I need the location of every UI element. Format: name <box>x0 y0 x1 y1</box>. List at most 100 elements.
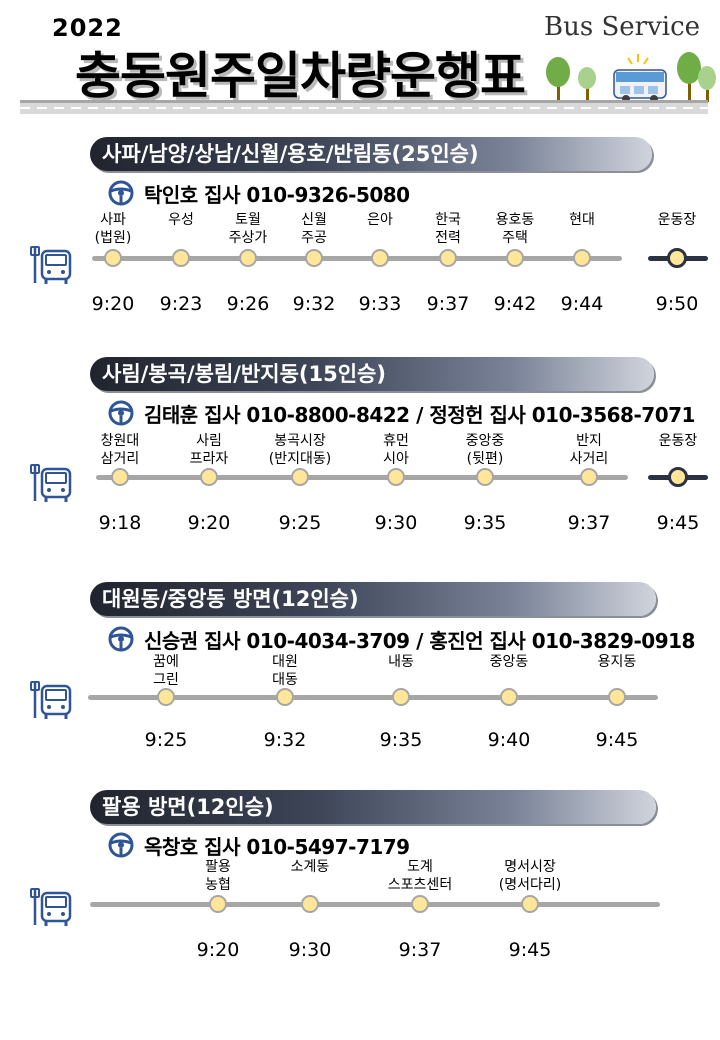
route-line <box>96 475 628 480</box>
stop-dot <box>209 895 227 913</box>
route-banner: 사림/봉곡/봉림/반지동(15인승) <box>90 357 654 391</box>
stop-dot <box>291 468 309 486</box>
stop-time: 9:37 <box>567 512 611 534</box>
stop-dot <box>104 249 122 267</box>
steering-wheel-icon <box>108 400 134 426</box>
stop-time: 9:42 <box>493 293 537 315</box>
stop-dot <box>521 895 539 913</box>
stop-name: 창원대 삼거리 <box>100 433 140 467</box>
page-title: 충동원주일차량운행표 <box>75 47 526 105</box>
stop-name: 현대 <box>569 212 595 228</box>
stop-name: 사파 (법원) <box>94 212 132 246</box>
stop-dot <box>371 249 389 267</box>
stop-dot <box>387 468 405 486</box>
route-banner: 사파/남양/상남/신월/용호/반림동(25인승) <box>90 137 652 171</box>
route-banner-label: 사파/남양/상남/신월/용호/반림동(25인승) <box>102 142 479 166</box>
stop-name: 휴먼 시아 <box>383 433 409 467</box>
stop-time: 9:33 <box>358 293 402 315</box>
driver-info: 옥창호 집사 010-5497-7179 <box>108 831 410 859</box>
bus-stop-icon <box>30 243 74 287</box>
stop-name: 용지동 <box>597 654 637 670</box>
bus-stop-icon <box>30 461 74 505</box>
year-label: 2022 <box>52 14 123 42</box>
stop-name: 명서시장 (명서다리) <box>498 859 562 893</box>
route-banner: 대원동/중앙동 방면(12인승) <box>90 582 656 616</box>
stop-time: 9:37 <box>426 293 470 315</box>
bus-service-label: Bus Service <box>544 12 701 42</box>
stop-dot <box>439 249 457 267</box>
driver-contact: 김태훈 집사 010-8800-8422 / 정정헌 집사 010-3568-7… <box>144 402 695 427</box>
stop-time: 9:26 <box>226 293 270 315</box>
stop-time: 9:25 <box>144 729 188 751</box>
stop-time: 9:45 <box>595 729 639 751</box>
stop-name: 중앙중 (뒷편) <box>465 433 505 467</box>
stop-dot <box>239 249 257 267</box>
stop-name: 신월 주공 <box>301 212 327 246</box>
destination-name: 운동장 <box>658 433 698 449</box>
stop-time: 9:40 <box>487 729 531 751</box>
stop-dot <box>301 895 319 913</box>
stop-dot <box>476 468 494 486</box>
stop-name: 은아 <box>367 212 393 228</box>
stop-time: 9:30 <box>374 512 418 534</box>
stop-dot <box>506 249 524 267</box>
stop-time: 9:32 <box>263 729 307 751</box>
destination-time: 9:45 <box>656 512 700 534</box>
stop-time: 9:45 <box>508 939 552 961</box>
stop-dot <box>392 688 410 706</box>
driver-info: 김태훈 집사 010-8800-8422 / 정정헌 집사 010-3568-7… <box>108 399 695 427</box>
stop-name: 한국 전력 <box>435 212 461 246</box>
tree-icon <box>698 66 716 102</box>
stop-dot <box>111 468 129 486</box>
destination-dot <box>667 248 687 268</box>
route-banner-label: 팔용 방면(12인승) <box>102 795 274 819</box>
route-line <box>90 902 660 907</box>
stop-time: 9:44 <box>560 293 604 315</box>
stop-dot <box>500 688 518 706</box>
destination-time: 9:50 <box>655 293 699 315</box>
stop-time: 9:23 <box>159 293 203 315</box>
route-line <box>88 695 658 700</box>
destination-name: 운동장 <box>657 212 697 228</box>
stop-dot <box>573 249 591 267</box>
tree-icon <box>578 67 596 102</box>
route-banner: 팔용 방면(12인승) <box>90 790 656 824</box>
stop-dot <box>608 688 626 706</box>
tree-icon <box>677 52 701 102</box>
route-banner-label: 사림/봉곡/봉림/반지동(15인승) <box>102 362 386 386</box>
driver-info: 탁인호 집사 010-9326-5080 <box>108 179 410 207</box>
stop-name: 중앙동 <box>489 654 529 670</box>
driver-contact: 옥창호 집사 010-5497-7179 <box>144 834 410 859</box>
steering-wheel-icon <box>108 180 134 206</box>
stop-dot <box>157 688 175 706</box>
stop-name: 도계 스포츠센터 <box>387 859 453 893</box>
stop-name: 우성 <box>168 212 194 228</box>
stop-time: 9:30 <box>288 939 332 961</box>
driver-contact: 신승권 집사 010-4034-3709 / 홍진언 집사 010-3829-0… <box>144 628 695 653</box>
stop-time: 9:18 <box>98 512 142 534</box>
steering-wheel-icon <box>108 832 134 858</box>
bus-stop-icon <box>30 678 74 722</box>
stop-dot <box>305 249 323 267</box>
route-banner-label: 대원동/중앙동 방면(12인승) <box>102 587 359 611</box>
stop-name: 팔용 농협 <box>205 859 231 893</box>
stop-name: 토월 주상가 <box>228 212 268 246</box>
bus-stop-icon <box>30 885 74 929</box>
stop-name: 용호동 주택 <box>495 212 535 246</box>
tree-icon <box>546 57 570 102</box>
stop-name: 내동 <box>388 654 414 670</box>
stop-name: 대원 대동 <box>272 654 298 688</box>
stop-time: 9:20 <box>91 293 135 315</box>
stop-time: 9:35 <box>379 729 423 751</box>
stop-dot <box>580 468 598 486</box>
bus-icon <box>613 54 667 103</box>
stop-dot <box>411 895 429 913</box>
route-line <box>92 256 622 261</box>
stop-name: 사림 프라자 <box>189 433 229 467</box>
stop-time: 9:32 <box>292 293 336 315</box>
steering-wheel-icon <box>108 626 134 652</box>
stop-time: 9:20 <box>187 512 231 534</box>
stop-time: 9:20 <box>196 939 240 961</box>
stop-name: 봉곡시장 (반지대동) <box>268 433 332 467</box>
